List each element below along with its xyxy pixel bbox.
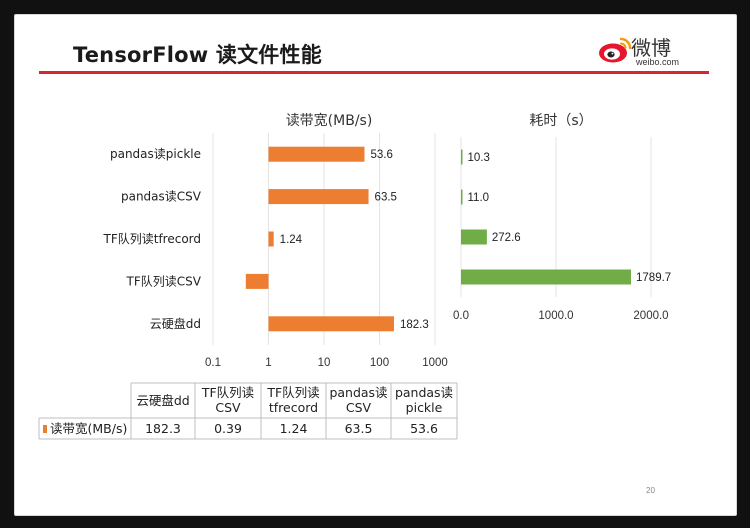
- x-tick-label: 1: [265, 357, 271, 369]
- bar: [461, 229, 487, 245]
- chart-title: 耗时（s）: [529, 113, 592, 129]
- bar: [461, 189, 463, 205]
- category-label: 云硬盘dd: [150, 316, 201, 331]
- weibo-eye-icon: [599, 37, 632, 63]
- x-tick-label: 0.1: [205, 357, 221, 369]
- slide-title: TensorFlow 读文件性能: [73, 43, 322, 67]
- data-label: 63.5: [375, 192, 397, 204]
- table-cell: 1.24: [280, 421, 308, 436]
- data-label: 182.3: [400, 319, 429, 331]
- bandwidth-chart: 读带宽(MB/s) 0.1 1 10 100 1000 pandas读pickle 53.6 p…: [103, 112, 448, 369]
- data-label: 272.6: [492, 232, 521, 244]
- chart-title: 读带宽(MB/s): [286, 112, 373, 129]
- slide: TensorFlow 读文件性能 微博 weibo.com 读带宽(MB/s) 0…: [14, 14, 737, 516]
- x-tick-label: 100: [370, 357, 389, 369]
- table-header: TF队列读 tfrecord: [266, 385, 319, 415]
- category-label: TF队列读tfrecord: [103, 231, 202, 246]
- table-cell: 63.5: [345, 421, 373, 436]
- table-cell: 53.6: [410, 421, 438, 436]
- table-cell: 182.3: [145, 421, 181, 436]
- data-label: 1.24: [280, 234, 303, 246]
- x-tick-label: 1000.0: [538, 310, 573, 322]
- table-header: pandas读 CSV: [329, 385, 387, 415]
- data-label: 1789.7: [636, 272, 671, 284]
- logo-text-cn: 微博: [631, 36, 671, 60]
- category-label: pandas读pickle: [110, 147, 201, 161]
- bar: [268, 189, 369, 205]
- table-header: pandas读 pickle: [395, 385, 453, 415]
- table-cell: 0.39: [214, 421, 242, 436]
- data-label: 11.0: [468, 192, 490, 204]
- legend-key: [43, 425, 47, 433]
- category-label: TF队列读CSV: [126, 273, 202, 288]
- charts-area: 读带宽(MB/s) 0.1 1 10 100 1000 pandas读pickle 53.6 p…: [38, 112, 671, 440]
- category-label: pandas读CSV: [121, 190, 202, 204]
- bar: [268, 146, 365, 162]
- x-tick-label: 10: [318, 357, 331, 369]
- title-underline: [39, 71, 709, 74]
- page-number: 20: [646, 486, 655, 495]
- x-tick-label: 2000.0: [633, 310, 668, 322]
- data-label: 53.6: [370, 149, 392, 161]
- bar: [461, 269, 632, 285]
- data-label: 10.3: [468, 152, 490, 164]
- bar: [461, 149, 463, 165]
- table-series-label: 读带宽(MB/s): [50, 421, 127, 436]
- bar: [245, 273, 269, 289]
- logo-text-en: weibo.com: [636, 57, 680, 67]
- bandwidth-data-table: 云硬盘dd TF队列读 CSV TF队列读 tfrecord pandas读 CSV pand…: [38, 382, 458, 440]
- bar: [268, 231, 274, 247]
- table-header: TF队列读 CSV: [201, 385, 254, 415]
- time-chart: 耗时（s） 0.0 1000.0 2000.0 10.3 11.0 272.6 1789.7: [453, 113, 671, 322]
- weibo-logo: 微博 weibo.com: [598, 31, 704, 67]
- x-tick-label: 0.0: [453, 310, 469, 322]
- table-header: 云硬盘dd: [136, 393, 189, 408]
- bar: [268, 316, 394, 332]
- x-tick-label: 1000: [422, 357, 448, 369]
